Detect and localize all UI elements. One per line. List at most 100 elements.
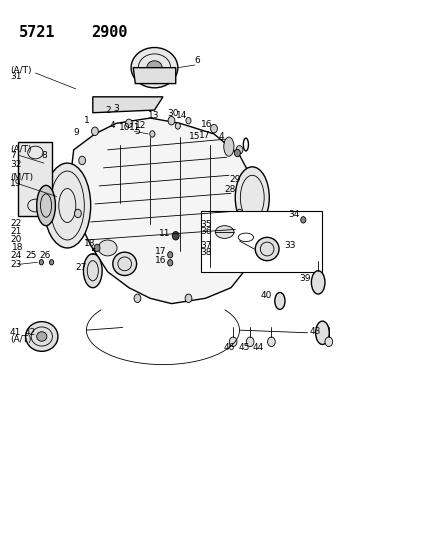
Ellipse shape [315, 321, 329, 344]
Ellipse shape [275, 293, 285, 310]
Ellipse shape [235, 167, 269, 228]
Text: 15: 15 [188, 132, 200, 141]
Text: 38: 38 [200, 248, 212, 257]
Text: 21: 21 [10, 227, 21, 236]
Ellipse shape [26, 321, 58, 351]
Text: 16: 16 [155, 256, 166, 265]
Text: 24: 24 [10, 252, 21, 261]
Circle shape [236, 146, 243, 154]
Circle shape [325, 337, 333, 346]
Circle shape [175, 123, 181, 129]
Text: 11: 11 [129, 123, 140, 132]
Text: 18: 18 [12, 243, 24, 252]
Text: 9: 9 [74, 128, 80, 138]
Text: (A/T): (A/T) [10, 335, 31, 344]
Text: 19: 19 [10, 179, 21, 188]
Circle shape [150, 131, 155, 137]
Text: 5: 5 [134, 127, 140, 136]
Text: 27: 27 [76, 263, 87, 272]
Circle shape [92, 262, 98, 271]
Text: 18: 18 [84, 239, 96, 248]
Circle shape [229, 337, 237, 346]
Polygon shape [18, 142, 52, 216]
Circle shape [247, 337, 254, 346]
Text: 33: 33 [284, 241, 296, 250]
Text: 5: 5 [91, 248, 96, 257]
Text: 1: 1 [84, 116, 90, 125]
Circle shape [168, 260, 173, 266]
Text: 4: 4 [218, 132, 224, 141]
Text: 7: 7 [10, 151, 16, 160]
Circle shape [236, 209, 243, 217]
Text: 2: 2 [106, 106, 111, 115]
Circle shape [79, 156, 86, 165]
Circle shape [50, 260, 54, 265]
Ellipse shape [255, 237, 279, 261]
Polygon shape [69, 118, 256, 304]
Text: (M/T): (M/T) [10, 173, 33, 182]
Text: 37: 37 [200, 241, 212, 250]
Circle shape [94, 244, 100, 252]
Text: 40: 40 [261, 291, 272, 300]
Polygon shape [93, 97, 163, 113]
Text: (A/T): (A/T) [10, 66, 31, 75]
Ellipse shape [37, 332, 47, 341]
Circle shape [301, 216, 306, 223]
Text: 22: 22 [10, 219, 21, 228]
Text: 11: 11 [159, 229, 170, 238]
Circle shape [172, 231, 179, 240]
Ellipse shape [312, 271, 325, 294]
Text: 32: 32 [10, 160, 21, 168]
Ellipse shape [224, 137, 234, 156]
Text: 2900: 2900 [91, 25, 127, 41]
Ellipse shape [113, 252, 137, 276]
Circle shape [268, 337, 275, 346]
Text: 8: 8 [42, 151, 48, 160]
Text: 31: 31 [10, 72, 21, 81]
Text: 13: 13 [148, 111, 160, 120]
Circle shape [168, 252, 173, 258]
Text: 16: 16 [201, 120, 213, 129]
Text: 45: 45 [239, 343, 250, 352]
Text: 41: 41 [10, 328, 21, 337]
Text: 28: 28 [225, 184, 236, 193]
Text: 10: 10 [119, 123, 131, 132]
Text: 25: 25 [26, 252, 37, 261]
FancyBboxPatch shape [201, 211, 322, 272]
Circle shape [168, 116, 175, 125]
Text: 23: 23 [10, 260, 21, 269]
Text: 5721: 5721 [18, 25, 55, 41]
Text: 12: 12 [135, 122, 147, 131]
Text: 34: 34 [288, 210, 300, 219]
Text: 29: 29 [229, 174, 240, 183]
Circle shape [185, 294, 192, 303]
Text: 6: 6 [195, 56, 201, 65]
Ellipse shape [37, 185, 55, 225]
Circle shape [134, 294, 141, 303]
Text: 46: 46 [223, 343, 235, 352]
Text: 42: 42 [25, 328, 36, 337]
Circle shape [92, 127, 98, 135]
Text: 30: 30 [167, 109, 179, 118]
Ellipse shape [44, 163, 91, 248]
Circle shape [186, 117, 191, 124]
Ellipse shape [215, 225, 234, 238]
Circle shape [228, 262, 235, 271]
Text: 20: 20 [10, 236, 21, 245]
Text: 44: 44 [252, 343, 264, 352]
Ellipse shape [83, 254, 102, 288]
Text: 35: 35 [200, 220, 212, 229]
Text: 17: 17 [199, 131, 211, 140]
Text: 43: 43 [310, 327, 321, 336]
Text: 26: 26 [40, 252, 51, 261]
Text: 4: 4 [110, 122, 116, 131]
Ellipse shape [131, 47, 178, 88]
Circle shape [39, 260, 44, 265]
Ellipse shape [147, 61, 162, 75]
Text: 36: 36 [200, 227, 212, 236]
Text: 3: 3 [113, 104, 119, 113]
Polygon shape [133, 68, 176, 84]
Circle shape [125, 119, 132, 127]
Text: 14: 14 [176, 111, 187, 120]
Text: (A/T): (A/T) [10, 146, 31, 155]
